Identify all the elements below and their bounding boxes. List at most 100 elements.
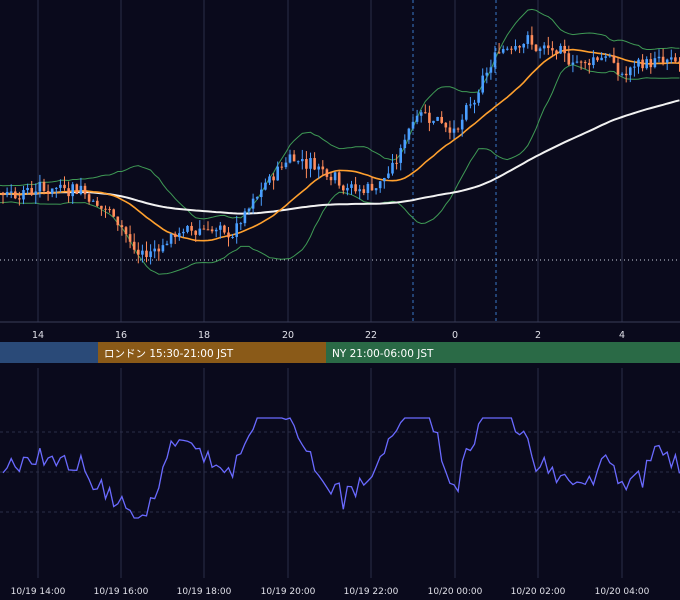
candle — [399, 144, 402, 171]
date-x-axis: 10/19 14:00 10/19 16:00 10/19 18:00 10/19 2… — [11, 587, 650, 597]
candle — [411, 116, 415, 131]
candle — [506, 46, 509, 51]
candle — [477, 89, 480, 106]
candle — [141, 244, 144, 263]
candle — [9, 184, 13, 199]
candle-body — [641, 59, 644, 69]
candle-body — [399, 148, 402, 163]
candle — [120, 220, 124, 236]
candle — [583, 60, 587, 69]
candle-body — [391, 162, 394, 174]
candle-body — [272, 176, 275, 181]
candle-body — [194, 230, 197, 235]
candle-body — [153, 248, 156, 252]
candle — [38, 174, 42, 198]
candle-body — [264, 182, 267, 190]
candle — [276, 161, 279, 181]
candle-body — [637, 59, 640, 67]
candle — [79, 177, 83, 196]
date-x-tick-label: 10/20 04:00 — [595, 587, 650, 597]
candle-body — [83, 185, 87, 195]
candle-body — [26, 188, 29, 191]
candle-body — [280, 166, 284, 168]
candle-body — [112, 209, 115, 217]
candle — [182, 228, 185, 238]
candle — [42, 178, 46, 195]
candle-body — [456, 128, 460, 130]
session-band-tokyo — [0, 342, 98, 363]
candle-body — [329, 176, 333, 181]
candle-body — [452, 128, 456, 133]
session-london: ロンドン 15:30-21:00 JST — [98, 342, 326, 363]
candle — [247, 207, 251, 216]
candle-body — [30, 188, 33, 195]
candle-body — [284, 162, 288, 168]
candle — [350, 180, 353, 195]
candle-body — [674, 57, 677, 62]
price-x-tick-label: 22 — [365, 330, 377, 341]
candle — [374, 188, 378, 195]
candle-body — [366, 183, 370, 194]
candle-body — [395, 162, 398, 164]
candle — [456, 127, 460, 133]
candle-body — [653, 58, 657, 68]
candle — [547, 36, 550, 55]
candle-body — [649, 59, 653, 68]
candle-body — [358, 189, 361, 192]
candle-body — [526, 35, 530, 44]
moving-average-fast — [0, 48, 680, 242]
candle — [153, 240, 156, 259]
candle-body — [276, 166, 279, 181]
candle — [493, 45, 497, 73]
candle — [497, 42, 501, 54]
candle — [469, 96, 472, 109]
candle-body — [190, 225, 193, 231]
candle-body — [489, 67, 493, 73]
candle — [100, 205, 103, 216]
candle-body — [571, 62, 575, 65]
candle — [268, 174, 271, 186]
candle — [633, 60, 636, 77]
candle-body — [210, 229, 214, 232]
candle-body — [288, 154, 292, 163]
candle-body — [542, 45, 546, 49]
candle — [251, 193, 255, 214]
candle — [333, 171, 337, 184]
candle-body — [22, 190, 25, 200]
candle-body — [522, 43, 525, 48]
candle — [149, 244, 152, 265]
date-x-tick-label: 10/19 20:00 — [261, 587, 316, 597]
candle-body — [132, 241, 136, 250]
candle — [354, 176, 357, 194]
candle-body — [670, 57, 673, 60]
candle — [657, 49, 661, 63]
candle — [301, 149, 304, 170]
session-label-newyork: NY 21:00-06:00 JST — [332, 348, 434, 360]
candle — [14, 187, 17, 200]
candle — [637, 57, 640, 74]
candle — [30, 180, 33, 197]
price-x-tick-label: 16 — [115, 330, 127, 341]
candle — [604, 53, 607, 62]
candle-body — [510, 48, 513, 50]
candle — [538, 46, 542, 59]
candle — [362, 185, 366, 196]
candle — [1, 191, 5, 204]
candle-body — [161, 245, 165, 252]
candle-body — [530, 35, 534, 45]
candle — [116, 216, 120, 231]
candle — [370, 176, 374, 191]
candle — [596, 56, 599, 62]
candle-body — [448, 127, 452, 133]
candle-body — [665, 59, 669, 63]
candle-body — [255, 197, 259, 199]
candle — [588, 58, 591, 74]
candle-body — [325, 169, 329, 177]
candle — [26, 183, 29, 195]
candle — [534, 44, 538, 53]
candle-body — [141, 250, 144, 255]
candle-body — [67, 188, 70, 197]
session-newyork: NY 21:00-06:00 JST — [326, 342, 680, 363]
candle-body — [14, 191, 17, 199]
